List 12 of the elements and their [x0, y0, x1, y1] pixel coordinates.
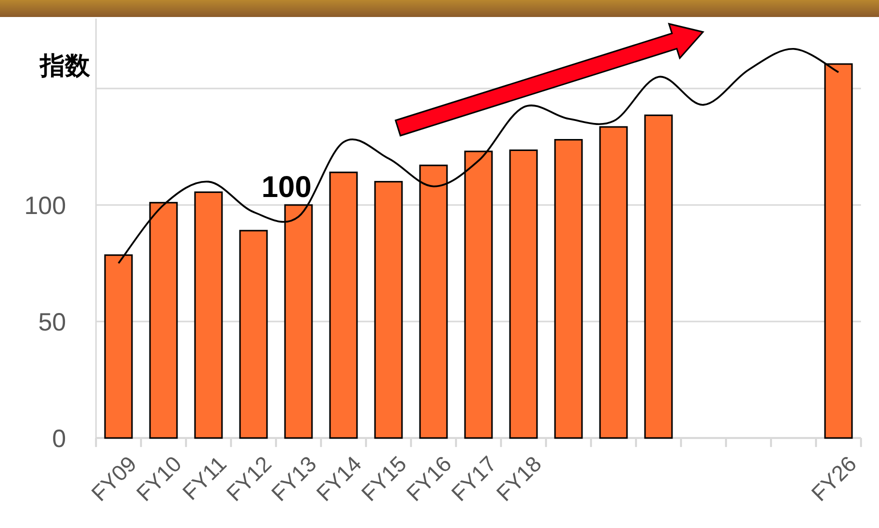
y-tick-label: 100 — [24, 192, 66, 220]
bar — [374, 180, 403, 439]
y-tick-label: 0 — [52, 425, 66, 453]
bar — [644, 114, 673, 439]
bar — [194, 191, 223, 439]
bar — [554, 139, 583, 439]
y-axis-title: 指数 — [39, 52, 91, 80]
data-label: 100 — [261, 171, 312, 204]
bar — [509, 149, 538, 439]
y-tick-label: 50 — [38, 308, 66, 336]
bar — [329, 172, 358, 439]
bar — [239, 230, 268, 439]
